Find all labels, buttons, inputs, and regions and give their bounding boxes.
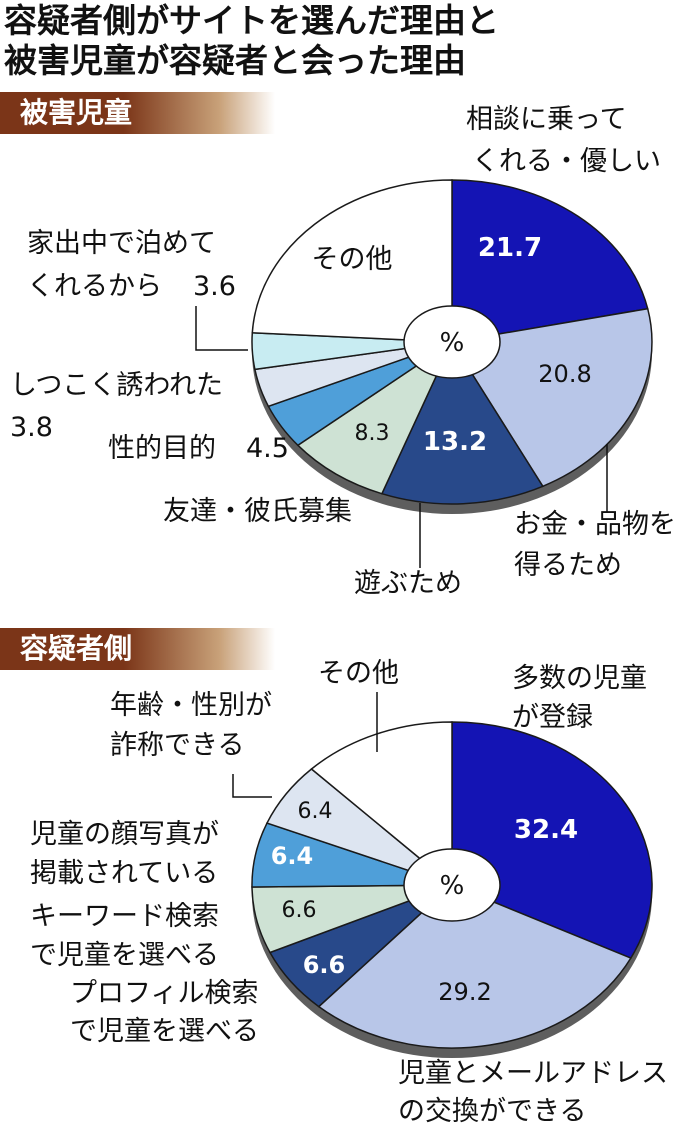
category-label-2: の交換ができる (398, 1096, 586, 1127)
slice-value-5: 6.4 (271, 842, 314, 870)
section-band-victims: 被害児童 (0, 92, 275, 134)
slice-value-3: 13.2 (423, 427, 487, 457)
category-label-4: で児童を選べる (30, 940, 219, 971)
category-label-4: キーワード検索 (30, 901, 219, 932)
leader-line-7 (195, 306, 248, 351)
section-band-suspects: 容疑者側 (0, 628, 275, 670)
pie-slice-2 (317, 884, 632, 1049)
category-label-7: 家出中で泊めて (27, 228, 216, 259)
title-line-1: 容疑者側がサイトを選んだ理由と (4, 1, 499, 40)
category-label-7: くれるから (27, 271, 162, 302)
section-label-victims: 被害児童 (20, 96, 133, 129)
category-label-2: 児童とメールアドレス (398, 1058, 668, 1089)
slice-value-1: 32.4 (514, 815, 578, 845)
category-label-7: その他 (318, 658, 399, 689)
category-label-3: で児童を選べる (70, 1016, 259, 1047)
category-label-1: くれる・優しい (472, 146, 661, 177)
category-label-3: 遊ぶため (354, 568, 462, 599)
category-label-2: 得るため (514, 550, 622, 581)
category-label-1: が登録 (512, 702, 593, 733)
pie-center-hole (403, 848, 501, 922)
slice-value-3: 6.6 (303, 951, 346, 979)
category-value-6: 3.8 (10, 412, 53, 443)
category-label-1: 相談に乗って (466, 104, 627, 135)
pie-center-hole (403, 305, 501, 379)
category-value-7: 3.6 (193, 271, 236, 302)
pie-slice-8 (251, 179, 453, 343)
leader-line-6 (232, 774, 272, 798)
pie-slice-1 (451, 721, 653, 960)
unit-label: % (440, 871, 465, 901)
category-label-5: 児童の顔写真が (30, 819, 219, 850)
pie-slice-7 (310, 721, 453, 887)
category-label-6: 年齢・性別が (110, 690, 272, 721)
category-label-4: 友達・彼氏募集 (163, 496, 352, 527)
slice-value-4: 6.6 (282, 898, 317, 923)
pie-slice-3 (380, 340, 544, 505)
slice-value-2: 20.8 (538, 360, 591, 388)
category-label-6: しつこく誘われた (10, 370, 223, 401)
slice-value-4: 8.3 (355, 421, 390, 446)
category-label-6: 詐称できる (110, 730, 244, 761)
category-label-3: プロフィル検索 (70, 978, 258, 1009)
slice-value-6: 6.4 (298, 799, 333, 824)
pie-chart-1: % 21.7 20.8 13.2 8.3 相談に乗ってくれる・優しいお金・品物を得るため遊… (10, 104, 676, 599)
pie-slice-2 (450, 307, 653, 488)
category-value-5: 4.5 (246, 433, 289, 464)
category-label-5: 性的目的 (108, 433, 216, 464)
category-label-8: その他 (312, 244, 393, 275)
unit-label: % (440, 328, 465, 358)
category-label-5: 掲載されている (30, 858, 218, 889)
pie-chart-2: % 32.4 29.2 6.6 6.6 6.4 6.4 多数の児童が登録児童とメールアドレスの… (30, 658, 668, 1127)
category-label-2: お金・品物を (514, 509, 676, 540)
section-label-suspects: 容疑者側 (20, 632, 133, 665)
pie-slice-4 (296, 339, 454, 495)
slice-value-1: 21.7 (478, 233, 542, 263)
category-label-1: 多数の児童 (512, 663, 647, 694)
pie-slice-1 (451, 179, 649, 343)
title-line-2: 被害児童が容疑者と会った理由 (4, 41, 466, 80)
slice-value-2: 29.2 (438, 978, 491, 1006)
